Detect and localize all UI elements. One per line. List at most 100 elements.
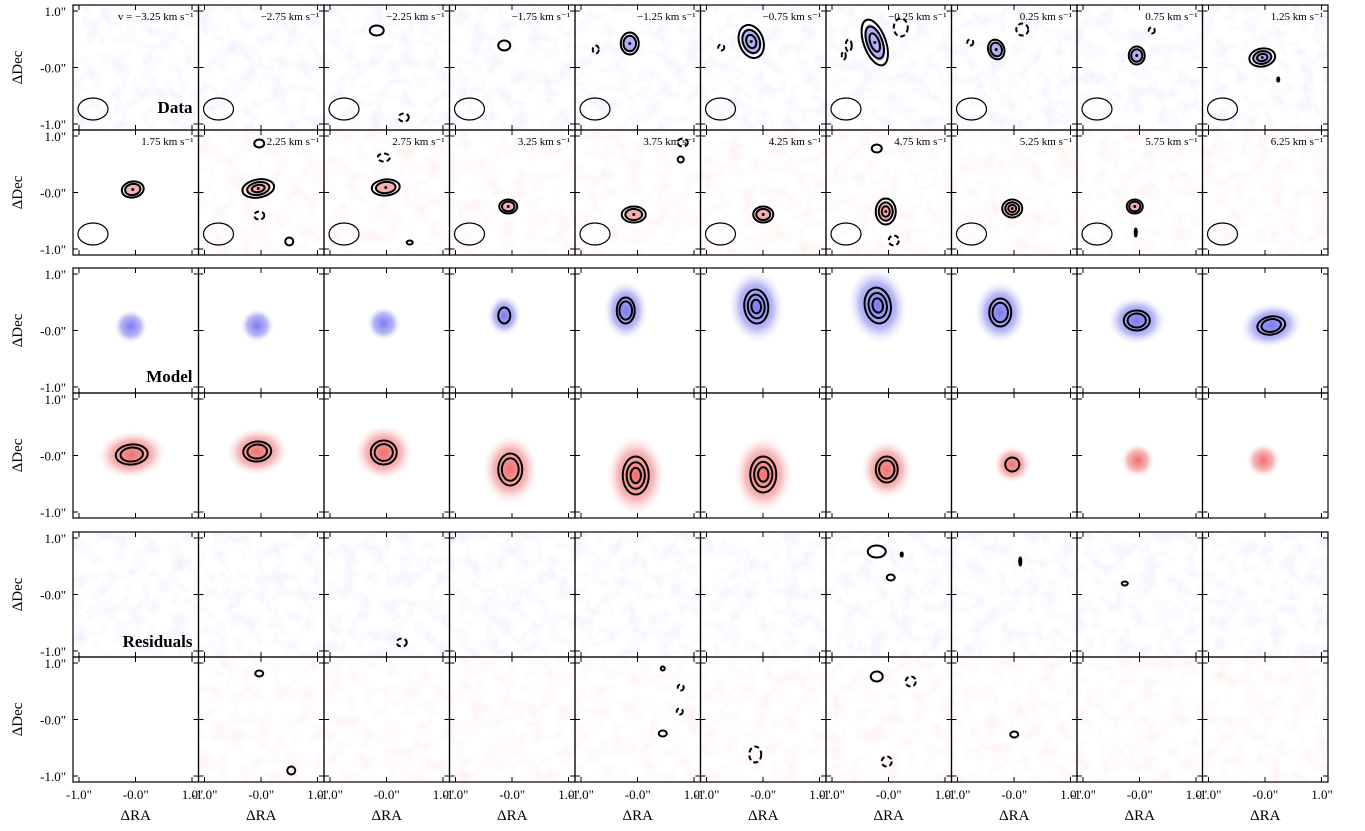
x-axis-label: ΔRA (1250, 808, 1281, 824)
panel (1076, 267, 1204, 394)
contour (1276, 76, 1281, 83)
contour (1147, 26, 1156, 35)
panel: 4.75 km s⁻¹ (825, 129, 953, 256)
panel (574, 656, 702, 783)
emission-blob (603, 281, 648, 340)
contour (497, 306, 512, 325)
panel (574, 392, 702, 519)
panel: 2.25 km s⁻¹ (197, 129, 325, 256)
contour (370, 178, 401, 197)
noise-background (1202, 532, 1328, 657)
contour (376, 152, 391, 163)
noise-background (449, 130, 575, 255)
contour (120, 180, 145, 199)
y-tick-label: -0.0" (40, 186, 66, 201)
contour (877, 201, 894, 222)
x-tick-label: -0.0" (248, 787, 274, 802)
x-tick-label: -1.0" (192, 787, 218, 802)
x-tick-label: -0.0" (625, 787, 651, 802)
contour (622, 34, 638, 53)
noise-background (575, 5, 701, 130)
peak (131, 188, 135, 191)
x-tick-label: 1.0" (558, 787, 580, 802)
peak (1260, 56, 1264, 59)
velocity-label: 1.25 km s⁻¹ (1271, 11, 1323, 23)
noise-background (324, 657, 450, 782)
panel: −2.75 km s⁻¹ (197, 4, 325, 131)
noise-background (1077, 532, 1203, 657)
emission-blob (1107, 296, 1167, 345)
velocity-label: 0.75 km s⁻¹ (1145, 11, 1197, 23)
peak (628, 42, 632, 45)
panel (825, 267, 953, 394)
noise-background (951, 532, 1077, 657)
velocity-label: 3.75 km s⁻¹ (643, 136, 695, 148)
velocity-label: 4.75 km s⁻¹ (894, 136, 946, 148)
panel (1201, 531, 1329, 658)
contour (1260, 318, 1282, 333)
contour (241, 178, 276, 199)
noise-background (575, 532, 701, 657)
y-axis-label: ΔDec (10, 702, 26, 736)
panel: 1.25 km s⁻¹ (1201, 4, 1329, 131)
contour (752, 205, 775, 224)
x-tick-label: -0.0" (876, 787, 902, 802)
velocity-label: 5.25 km s⁻¹ (1020, 136, 1072, 148)
x-tick-label: -1.0" (819, 787, 845, 802)
contour (991, 301, 1009, 324)
y-tick-label: -0.0" (40, 588, 66, 603)
contour (1015, 22, 1030, 37)
panel (574, 531, 702, 658)
x-tick-label: -1.0" (1196, 787, 1222, 802)
contour (500, 200, 516, 213)
panel: −0.75 km s⁻¹ (699, 4, 827, 131)
contour (1248, 47, 1277, 68)
x-axis-label: ΔRA (999, 808, 1030, 824)
noise-background (198, 532, 324, 657)
velocity-label: −0.25 km s⁻¹ (888, 11, 946, 23)
noise-background (951, 130, 1077, 255)
panel: 0.75 km s⁻¹ (1076, 4, 1204, 131)
x-tick-label: 1.0" (684, 787, 706, 802)
panel: −2.25 km s⁻¹ (323, 4, 451, 131)
noise-background (826, 5, 952, 130)
x-tick-label: 1.0" (935, 787, 957, 802)
panel (950, 531, 1078, 658)
contour (750, 298, 763, 315)
panel (197, 392, 325, 519)
beam (328, 97, 360, 121)
x-tick-label: -0.0" (1252, 787, 1278, 802)
contour (1007, 203, 1018, 214)
panel (197, 656, 325, 783)
noise-background (198, 657, 324, 782)
panel (574, 267, 702, 394)
contour (368, 24, 385, 37)
noise-background (700, 130, 826, 255)
y-tick-label: 1.0" (44, 531, 66, 546)
contour (717, 43, 726, 52)
beam (202, 97, 235, 121)
contour (369, 439, 398, 466)
contour (874, 455, 899, 484)
contour (869, 670, 884, 683)
panel (448, 392, 576, 519)
noise-background (826, 532, 952, 657)
contour (618, 300, 634, 321)
contour (988, 297, 1013, 328)
noise-background (700, 532, 826, 657)
x-tick-label: 1.0" (307, 787, 329, 802)
contour (755, 207, 772, 222)
emission-blob (113, 309, 148, 344)
panel (825, 392, 953, 519)
velocity-label: −1.25 km s⁻¹ (637, 11, 695, 23)
contour (743, 288, 770, 325)
y-tick-label: -1.0" (40, 380, 66, 395)
noise-background (1077, 657, 1203, 782)
panel: −1.75 km s⁻¹ (448, 4, 576, 131)
panel (1201, 267, 1329, 394)
beam (1081, 97, 1113, 121)
panel (197, 531, 325, 658)
row-label: Data (158, 98, 193, 117)
panel (323, 656, 451, 783)
row-label: Model (146, 367, 193, 386)
